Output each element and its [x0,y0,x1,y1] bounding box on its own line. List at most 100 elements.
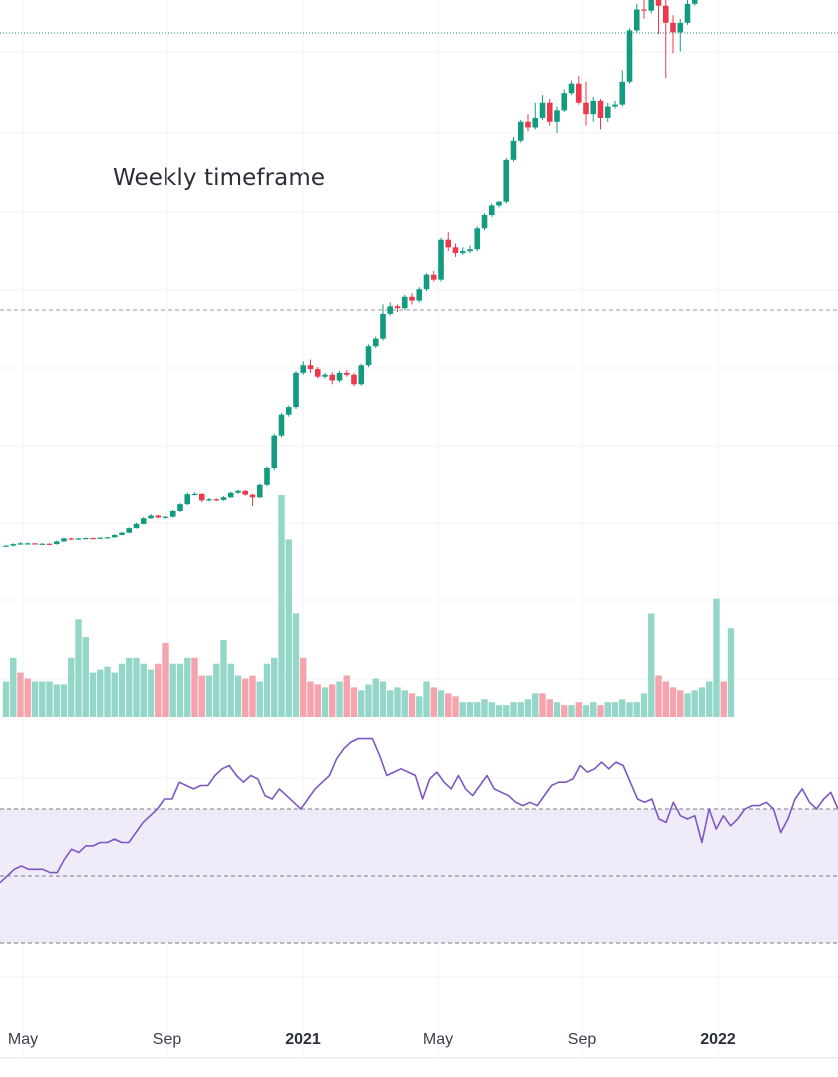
candle [423,273,430,292]
candle [322,372,328,379]
x-tick-label: 2022 [700,1031,736,1048]
candle [438,237,444,282]
volume-bar [155,663,162,717]
candle-body [430,274,437,280]
candle-body [626,30,633,82]
volume-bar [220,640,227,717]
volume-bar [329,684,336,717]
volume-bar [372,678,379,717]
candle [394,304,401,312]
candle-body [206,499,212,501]
volume-bar [459,702,466,717]
volume-bar [546,699,553,717]
candle [481,213,488,231]
candle-body [648,0,655,11]
candle [372,336,379,349]
candle [416,287,423,303]
x-tick-label: May [423,1031,453,1048]
candle-body [235,490,241,493]
volume-bar [677,690,684,717]
volume-bar [140,663,147,717]
candle [633,3,640,33]
candle-body [126,528,133,533]
candle [691,0,698,6]
candle-body [133,523,140,529]
volume-bar [590,702,597,717]
volume-bar [626,702,633,717]
candle-body [177,504,183,511]
candle [300,361,307,375]
candle [583,81,589,126]
volume-bar [517,702,524,717]
volume-bar [662,681,669,717]
candle-body [169,510,176,517]
candle-body [677,22,684,33]
candle-body [249,494,256,498]
candle [191,492,198,496]
candle [496,200,502,208]
candle-body [53,541,60,545]
volume-bar [198,675,205,717]
candle-body [293,372,299,408]
volume-bar [698,687,706,717]
candle-body [75,538,82,540]
volume-bar [263,663,271,717]
candle-body [322,374,328,377]
volume-bar [300,657,307,717]
candle [264,466,270,487]
candle-body [409,296,415,301]
volume-bar [713,598,720,717]
candle [213,498,220,502]
candle [133,522,140,529]
volume-bar [445,693,452,717]
candle [198,493,205,503]
x-tick-label: 2021 [285,1031,321,1048]
volume-bar [271,657,278,717]
volume-bar [394,687,401,717]
volume-bar [691,690,698,717]
candle [539,95,546,120]
candle-body [401,296,408,309]
candle-body [662,5,669,23]
candle [242,490,249,496]
reference-lines [0,32,838,944]
candle-body [452,247,459,254]
candle [75,538,82,540]
volume-bar [89,672,97,717]
volume-bar [408,693,416,717]
candle-body [227,492,234,498]
volume-bar [437,690,445,717]
volume-bar [604,702,611,717]
candle [184,492,191,505]
candle [90,537,96,540]
volume-bar [503,705,510,717]
candle [365,344,372,368]
candle-body [474,228,481,250]
candle-body [119,532,125,535]
candle-body [510,140,517,160]
rsi-pane [0,737,838,884]
candle [597,98,604,130]
candle-body [336,372,343,381]
candle-body [68,538,75,540]
volume-bar [336,681,343,717]
candle [220,496,227,501]
candle-body [24,543,31,545]
candle [517,119,524,143]
candle-body [459,251,466,254]
volume-bar [126,657,133,717]
candle [430,270,437,282]
candle-body [612,104,618,107]
candle [271,433,278,470]
candle [39,542,46,545]
candle-body [61,538,67,542]
candle [140,517,147,525]
candle-body [372,338,379,347]
volume-bar [568,705,575,717]
volume-bar [234,675,242,717]
candle [111,534,118,538]
candle [293,370,299,410]
candle [314,367,321,379]
candle-body [3,545,9,547]
volume-bar [60,684,68,717]
